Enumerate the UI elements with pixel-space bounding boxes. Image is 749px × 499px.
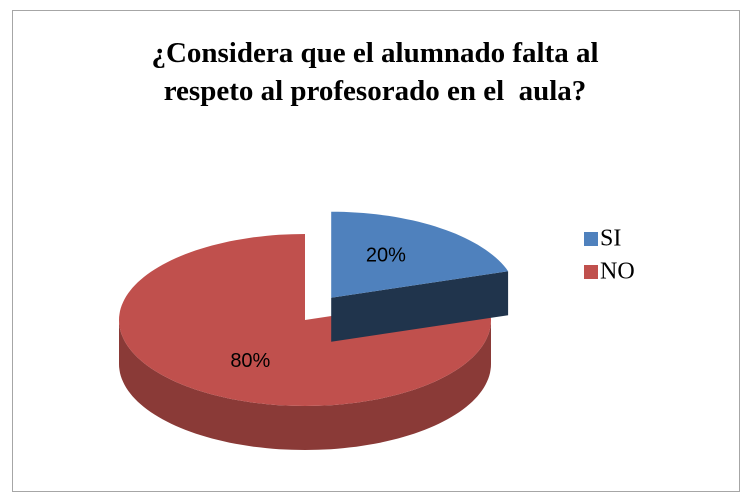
legend-swatch (584, 232, 598, 246)
legend-label: NO (600, 259, 635, 285)
legend-label: SI (600, 226, 621, 252)
data-label: 80% (230, 350, 270, 372)
pie-cut-face (331, 271, 509, 342)
legend-swatch (584, 265, 598, 279)
pie-side (119, 320, 491, 450)
pie-slice (119, 234, 491, 406)
pie-slice (331, 211, 509, 298)
chart-title: ¿Considera que el alumnado falta al resp… (151, 37, 606, 107)
data-label: 20% (366, 244, 406, 266)
